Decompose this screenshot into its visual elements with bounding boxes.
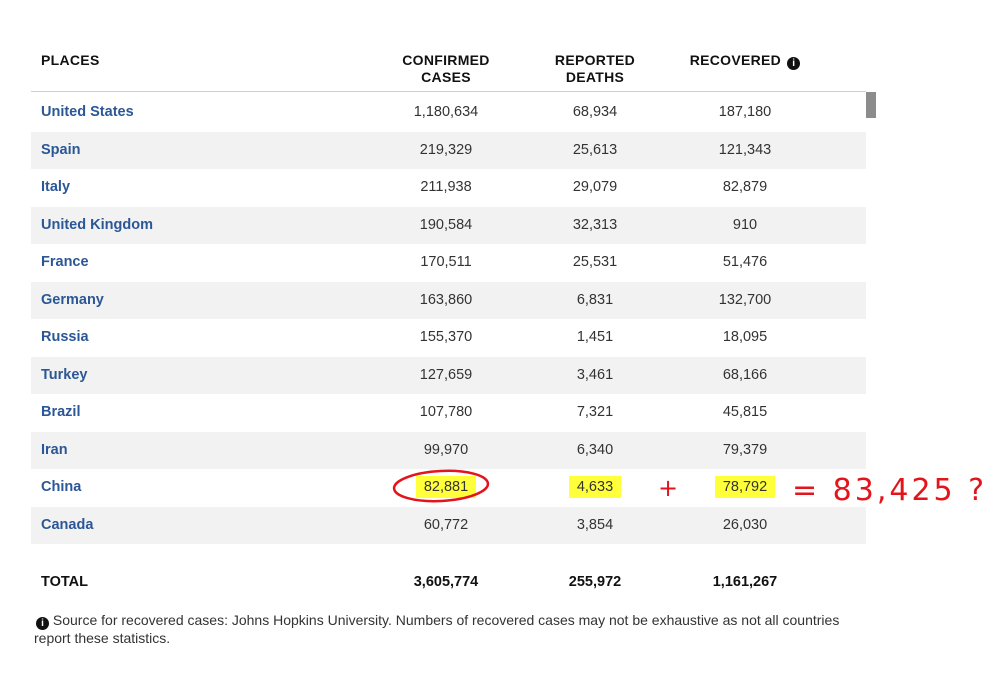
recovered-cell: 121,343: [718, 141, 772, 158]
deaths-cell: 6,831: [576, 291, 614, 308]
confirmed-cell: 219,329: [419, 141, 473, 158]
table-row: Turkey 127,659 3,461 68,166: [31, 356, 866, 394]
confirmed-cell: 82,881: [371, 469, 521, 507]
confirmed-cell: 1,180,634: [413, 104, 479, 120]
deaths-cell: 7,321: [576, 404, 614, 420]
info-icon: i: [36, 617, 49, 630]
table-header: PLACES CONFIRMED CASES REPORTED DEATHS R…: [31, 0, 866, 92]
place-link[interactable]: Germany: [41, 291, 104, 308]
confirmed-cell: 163,860: [419, 291, 473, 308]
recovered-cell: 51,476: [722, 254, 768, 270]
header-confirmed-cases[interactable]: CONFIRMED CASES: [402, 52, 490, 85]
table-row: Italy 211,938 29,079 82,879: [31, 169, 866, 207]
circle-annotation: [392, 469, 490, 503]
place-link[interactable]: France: [41, 254, 89, 270]
result-annotation: = 83,425 ?: [792, 473, 982, 508]
deaths-cell: 1,451: [576, 329, 614, 345]
place-link[interactable]: Turkey: [41, 366, 88, 383]
plus-annotation: +: [658, 474, 678, 502]
table-row: France 170,511 25,531 51,476: [31, 244, 866, 282]
recovered-cell: 187,180: [718, 104, 772, 120]
footnote-text: Source for recovered cases: Johns Hopkin…: [34, 612, 840, 646]
table-row: Russia 155,370 1,451 18,095: [31, 319, 866, 357]
place-link[interactable]: Italy: [41, 179, 71, 195]
table-row: Germany 163,860 6,831 132,700: [31, 281, 866, 319]
recovered-cell: 68,166: [722, 366, 768, 383]
table-row: United Kingdom 190,584 32,313 910: [31, 206, 866, 244]
place-link[interactable]: United Kingdom: [41, 216, 153, 233]
confirmed-cell: 60,772: [423, 516, 469, 533]
place-link[interactable]: Iran: [41, 441, 68, 458]
deaths-cell: 29,079: [572, 179, 618, 195]
confirmed-cell: 107,780: [419, 404, 473, 420]
scrollbar-thumb[interactable]: [866, 92, 876, 118]
recovered-cell: 45,815: [722, 404, 768, 420]
place-link[interactable]: Canada: [41, 516, 94, 533]
recovered-cell: 910: [732, 216, 758, 233]
table-row: Canada 60,772 3,854 26,030: [31, 506, 866, 544]
table-row: Iran 99,970 6,340 79,379: [31, 431, 866, 469]
place-link[interactable]: Russia: [41, 329, 89, 345]
confirmed-cell: 170,511: [420, 254, 472, 270]
total-deaths: 255,972: [568, 574, 622, 590]
table-row: Brazil 107,780 7,321 45,815: [31, 394, 866, 432]
deaths-cell: 25,613: [572, 141, 618, 158]
total-label: TOTAL: [41, 574, 88, 590]
deaths-cell: 4,633: [520, 469, 670, 507]
info-icon[interactable]: i: [787, 57, 801, 70]
recovered-cell: 132,700: [718, 291, 772, 308]
place-link[interactable]: United States: [41, 104, 134, 120]
recovered-cell: 79,379: [722, 441, 768, 458]
table-row: China 82,881 4,633 78,792: [31, 469, 866, 507]
confirmed-cell: 211,938: [420, 179, 472, 195]
recovered-cell: 82,879: [722, 179, 768, 195]
confirmed-cell: 190,584: [419, 216, 473, 233]
footnote: i Source for recovered cases: Johns Hopk…: [34, 612, 854, 647]
confirmed-cell: 99,970: [423, 441, 469, 458]
deaths-cell: 3,854: [576, 516, 614, 533]
table-row: United States 1,180,634 68,934 187,180: [31, 94, 866, 132]
confirmed-cell: 155,370: [419, 329, 473, 345]
deaths-cell: 32,313: [572, 216, 618, 233]
recovered-cell: 26,030: [722, 516, 768, 533]
total-row: TOTAL 3,605,774 255,972 1,161,267: [31, 568, 866, 596]
deaths-cell: 68,934: [572, 104, 618, 120]
table-row: Spain 219,329 25,613 121,343: [31, 131, 866, 169]
deaths-cell: 25,531: [572, 254, 618, 270]
total-confirmed: 3,605,774: [413, 574, 479, 590]
header-recovered[interactable]: RECOVERED i: [670, 52, 820, 70]
place-link[interactable]: China: [41, 479, 82, 495]
table-body: United States 1,180,634 68,934 187,180 Spain…: [31, 94, 866, 552]
header-reported-deaths[interactable]: REPORTED DEATHS: [554, 52, 636, 85]
recovered-cell: 78,792: [670, 469, 820, 507]
place-link[interactable]: Spain: [41, 141, 81, 158]
deaths-cell: 6,340: [576, 441, 614, 458]
deaths-cell: 3,461: [576, 366, 614, 383]
place-link[interactable]: Brazil: [41, 404, 81, 420]
total-recovered: 1,161,267: [712, 574, 778, 590]
recovered-cell: 18,095: [722, 329, 768, 345]
header-places[interactable]: PLACES: [41, 52, 100, 68]
confirmed-cell: 127,659: [419, 366, 473, 383]
